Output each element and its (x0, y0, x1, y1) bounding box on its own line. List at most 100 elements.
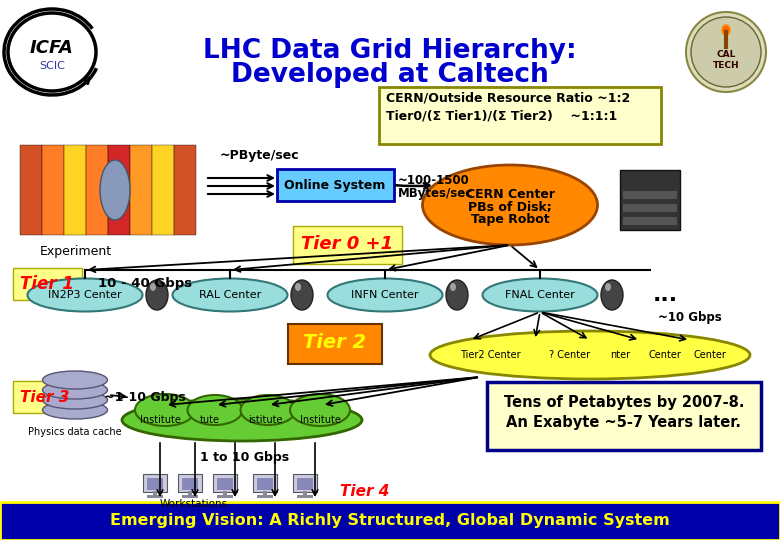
Bar (217, 478, 233, 490)
Bar (178, 474, 202, 492)
Ellipse shape (8, 13, 96, 91)
FancyBboxPatch shape (288, 324, 382, 364)
Text: Online System: Online System (285, 179, 385, 192)
Text: Emerging Vision: A Richly Structured, Global Dynamic System: Emerging Vision: A Richly Structured, Gl… (110, 514, 670, 529)
Text: SCIC: SCIC (39, 61, 65, 71)
FancyBboxPatch shape (13, 381, 77, 413)
Bar (620, 170, 680, 230)
Text: istitute: istitute (248, 415, 282, 425)
Bar (297, 478, 313, 490)
Bar (213, 474, 237, 492)
Ellipse shape (150, 283, 156, 291)
Bar (147, 495, 163, 498)
Text: Tier 1: Tier 1 (20, 275, 74, 293)
Ellipse shape (42, 371, 108, 389)
FancyBboxPatch shape (293, 226, 402, 264)
Text: PBs of Disk;: PBs of Disk; (468, 200, 552, 213)
Text: Tier 0 +1: Tier 0 +1 (301, 235, 393, 253)
Text: tute: tute (200, 415, 220, 425)
Ellipse shape (42, 381, 108, 399)
Bar (293, 474, 317, 492)
Ellipse shape (290, 394, 350, 426)
Text: LHC Data Grid Hierarchy:: LHC Data Grid Hierarchy: (203, 38, 577, 64)
Text: ? Center: ? Center (549, 350, 590, 360)
Ellipse shape (27, 279, 143, 312)
Ellipse shape (122, 399, 362, 441)
Ellipse shape (722, 25, 730, 35)
Text: IN2P3 Center: IN2P3 Center (48, 290, 122, 300)
Bar (130, 145, 152, 235)
Bar (86, 145, 108, 235)
Bar (257, 478, 273, 490)
Bar (188, 491, 192, 496)
Text: Tier0/(Σ Tier1)/(Σ Tier2)    ~1:1:1: Tier0/(Σ Tier1)/(Σ Tier2) ~1:1:1 (386, 110, 617, 123)
Bar (143, 474, 167, 492)
Text: CERN/Outside Resource Ratio ~1:2: CERN/Outside Resource Ratio ~1:2 (386, 91, 630, 105)
Ellipse shape (295, 283, 301, 291)
Ellipse shape (605, 283, 611, 291)
Ellipse shape (423, 165, 597, 245)
Text: Tier 4: Tier 4 (340, 484, 389, 500)
FancyBboxPatch shape (13, 268, 82, 300)
Text: INFN Center: INFN Center (351, 290, 419, 300)
Bar (623, 204, 677, 212)
Text: Developed at Caltech: Developed at Caltech (231, 62, 549, 88)
Bar (153, 491, 157, 496)
Text: CERN Center: CERN Center (466, 188, 555, 201)
Ellipse shape (100, 160, 130, 220)
Ellipse shape (446, 280, 468, 310)
Bar (174, 145, 196, 235)
Ellipse shape (328, 279, 442, 312)
Text: Tens of Petabytes by 2007-8.: Tens of Petabytes by 2007-8. (504, 395, 744, 410)
Bar (253, 474, 277, 492)
Ellipse shape (291, 280, 313, 310)
Ellipse shape (240, 395, 296, 425)
Bar (147, 478, 163, 490)
Text: 1 to 10 Gbps: 1 to 10 Gbps (200, 451, 289, 464)
Text: ~100-1500: ~100-1500 (398, 174, 470, 187)
Text: Tier2 Center: Tier2 Center (459, 350, 520, 360)
Text: CAL
TECH: CAL TECH (713, 50, 739, 70)
Text: Tape Robot: Tape Robot (470, 213, 549, 226)
Ellipse shape (483, 279, 597, 312)
Circle shape (691, 17, 761, 87)
Text: ICFA: ICFA (30, 39, 74, 57)
Bar (108, 145, 130, 235)
Bar (42, 145, 64, 235)
Bar (303, 491, 307, 496)
Bar (182, 495, 198, 498)
Bar (182, 478, 198, 490)
Bar (152, 145, 174, 235)
Text: ...: ... (652, 285, 678, 305)
Bar (64, 145, 86, 235)
Ellipse shape (42, 401, 108, 419)
Ellipse shape (146, 280, 168, 310)
Text: Center: Center (648, 350, 682, 360)
Text: Workstations: Workstations (160, 499, 228, 509)
Ellipse shape (601, 280, 623, 310)
Bar (623, 217, 677, 225)
Text: ~1-10 Gbps: ~1-10 Gbps (104, 390, 186, 403)
Text: Institute: Institute (140, 415, 180, 425)
FancyBboxPatch shape (379, 87, 661, 144)
Ellipse shape (450, 283, 456, 291)
Bar (223, 491, 227, 496)
Text: nter: nter (610, 350, 630, 360)
Text: FNAL Center: FNAL Center (505, 290, 575, 300)
Bar (623, 191, 677, 199)
Bar (0, 502, 780, 540)
Ellipse shape (172, 279, 288, 312)
Bar (297, 495, 313, 498)
Text: RAL Center: RAL Center (199, 290, 261, 300)
Text: Tier 3: Tier 3 (20, 389, 69, 404)
Text: Institute: Institute (300, 415, 340, 425)
Ellipse shape (430, 331, 750, 379)
Bar (263, 491, 267, 496)
Text: An Exabyte ~5-7 Years later.: An Exabyte ~5-7 Years later. (506, 415, 742, 430)
Text: MBytes/sec: MBytes/sec (398, 187, 473, 200)
FancyBboxPatch shape (487, 382, 761, 450)
Text: Physics data cache: Physics data cache (28, 427, 122, 437)
Ellipse shape (42, 391, 108, 409)
Ellipse shape (135, 394, 195, 426)
Text: 10 - 40 Gbps: 10 - 40 Gbps (98, 278, 192, 291)
